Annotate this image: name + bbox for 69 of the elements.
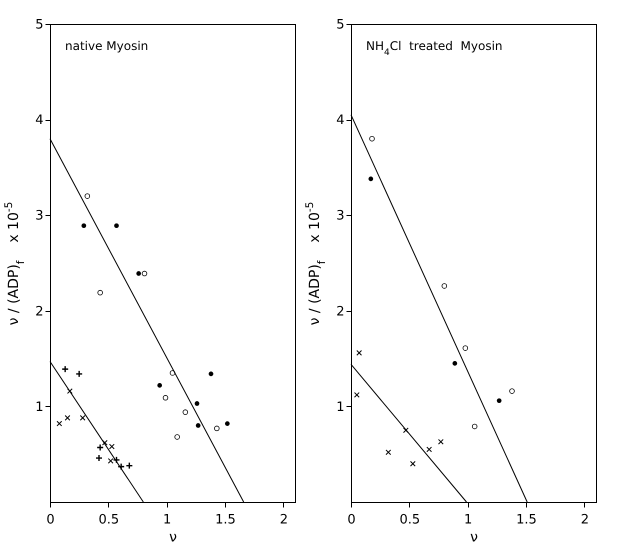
point	[136, 271, 142, 276]
x-tick-label: 1	[464, 512, 472, 528]
point	[126, 462, 134, 470]
point	[224, 421, 230, 426]
point	[162, 395, 168, 401]
point	[142, 270, 148, 276]
point	[472, 424, 478, 430]
point	[97, 290, 103, 296]
point	[66, 388, 73, 394]
x-tick-label: 2	[280, 512, 288, 528]
y-tick-label: 2	[336, 304, 344, 320]
point	[75, 370, 83, 378]
point	[496, 398, 502, 404]
point	[438, 438, 444, 445]
point	[64, 415, 70, 421]
point	[385, 449, 392, 456]
point	[114, 223, 119, 228]
x-tick-label: 0.5	[98, 512, 120, 528]
x-tick-label: 2	[580, 512, 589, 528]
y-tick-label: 4	[35, 113, 44, 128]
point	[117, 462, 125, 470]
point	[410, 460, 416, 467]
x-tick-label: 0.5	[399, 512, 420, 528]
x-tick-label: 0	[347, 512, 356, 528]
point	[509, 388, 515, 394]
point	[426, 446, 432, 452]
point	[368, 176, 374, 182]
annotation: native Myosin	[65, 39, 148, 53]
point	[214, 426, 220, 432]
x-tick-label: 1.5	[215, 512, 236, 528]
point	[56, 420, 62, 426]
point	[95, 454, 103, 462]
point	[81, 223, 86, 228]
x-tick-label: 0	[46, 512, 55, 528]
x-axis-title: ν	[470, 530, 478, 546]
point	[84, 193, 90, 199]
point	[96, 444, 104, 452]
point	[354, 392, 360, 398]
point	[170, 370, 176, 376]
x-tick-label: 1.5	[516, 512, 537, 528]
y-tick-label: 1	[35, 400, 44, 415]
point	[80, 415, 86, 421]
point	[182, 409, 188, 415]
point	[452, 361, 458, 366]
point	[208, 372, 214, 376]
y-tick-label: 2	[35, 304, 44, 320]
point	[102, 440, 108, 446]
point	[174, 434, 180, 440]
point	[402, 427, 409, 434]
point	[462, 345, 468, 351]
annotation: NH$_{4}$Cl treated Myosin	[366, 39, 503, 58]
point	[356, 350, 362, 356]
y-tick-label: 3	[35, 208, 44, 224]
point	[108, 444, 115, 450]
point	[194, 401, 200, 406]
y-tick-label: 3	[336, 208, 344, 224]
x-axis-title: ν	[169, 530, 178, 546]
y-tick-label: 5	[35, 18, 44, 32]
point	[196, 423, 201, 428]
point	[61, 365, 69, 373]
point	[108, 458, 114, 464]
point	[369, 136, 375, 142]
point	[157, 383, 162, 388]
y-tick-label: 1	[336, 400, 344, 415]
point	[442, 283, 448, 289]
y-tick-label: 5	[336, 18, 344, 32]
x-tick-label: 1	[163, 512, 172, 528]
y-tick-label: 4	[336, 113, 344, 128]
point	[112, 456, 120, 464]
